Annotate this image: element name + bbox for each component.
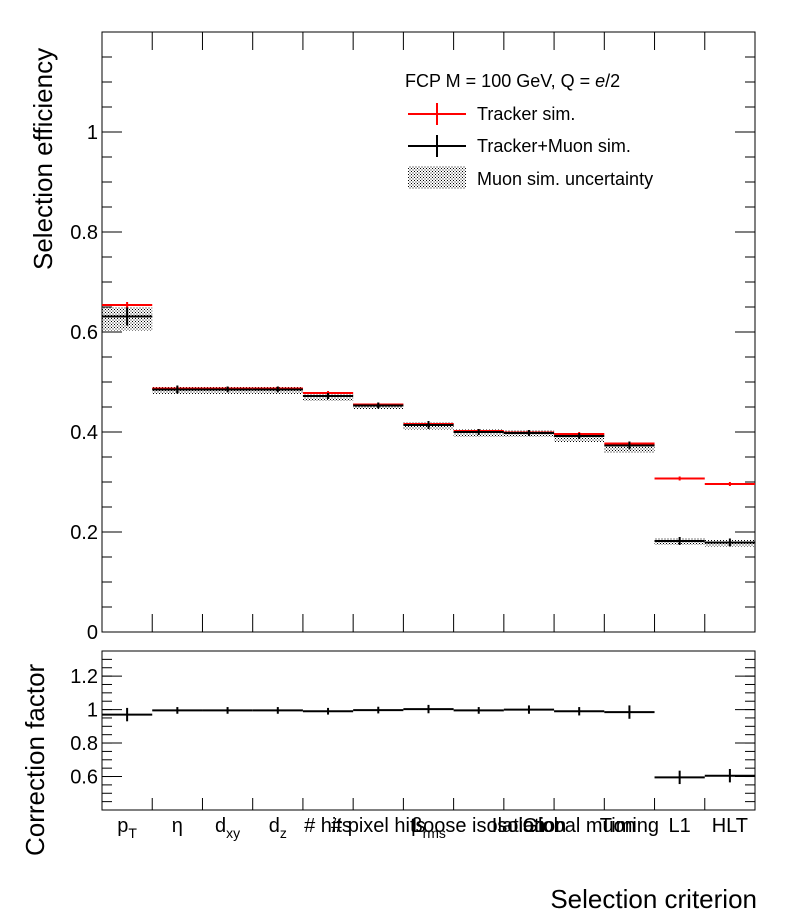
bottom-plot-frame [101,650,756,811]
y-tick-label: 0 [87,622,98,644]
tracker-muon-sim-series [102,307,755,547]
x-category-label: βrms [411,815,446,841]
bottom-y-tick-label: 0.8 [70,733,98,755]
x-category-label: # pixel hits [331,815,426,837]
x-category-label: # hits [304,815,352,837]
bottom-y-tick-label: 1 [87,700,98,722]
y-tick-label: 0.4 [70,422,98,444]
bottom-y-axis-title: Correction factor [20,663,50,856]
x-category-label: Loose isolation [412,815,545,837]
legend: FCP M = 100 GeV, Q = e/2 Tracker sim. Tr… [405,71,653,189]
x-axis-title: Selection criterion [550,884,757,914]
x-category-label: Timing [600,815,659,837]
y-tick-label: 1 [87,122,98,144]
legend-entry-tracker-muon: Tracker+Muon sim. [477,136,631,156]
x-category-label: pT [117,815,137,841]
y-tick-label: 0.8 [70,222,98,244]
legend-entry-uncertainty: Muon sim. uncertainty [477,169,653,189]
legend-hatch-swatch [408,166,466,189]
top-y-axis-title: Selection efficiency [28,48,58,270]
x-category-label: dz [269,815,287,841]
legend-entry-tracker: Tracker sim. [477,104,575,124]
x-category-label: L1 [669,815,691,837]
y-tick-label: 0.2 [70,522,98,544]
bottom-y-axis: 0.6 0.8 1 1.2 [70,658,755,810]
x-category-label: HLT [712,815,748,837]
bottom-y-tick-label: 0.6 [70,767,98,789]
top-y-axis: 0 0.2 0.4 0.6 0.8 1 [70,31,755,644]
x-category-label: Global muon [522,815,635,837]
x-category-label: Isolation [492,815,567,837]
y-tick-label: 0.6 [70,322,98,344]
x-category-label: dxy [215,815,240,841]
correction-factor-series [102,704,755,785]
bottom-y-tick-label: 1.2 [70,666,98,688]
x-category-label: η [172,815,183,837]
legend-title: FCP M = 100 GeV, Q = e/2 [405,71,620,91]
